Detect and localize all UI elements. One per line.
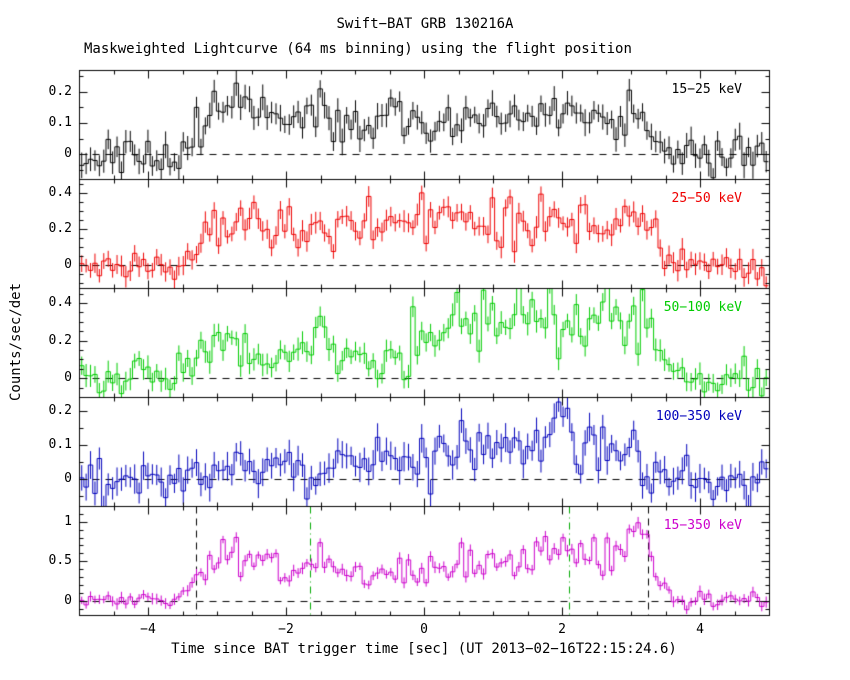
plot-subtitle: Maskweighted Lightcurve (64 ms binning) … — [84, 41, 632, 57]
x-axis-label: Time since BAT trigger time [sec] (UT 20… — [171, 641, 677, 657]
y-tick-label: 0.2 — [48, 402, 72, 418]
x-tick-label: 2 — [558, 622, 566, 637]
y-tick-label: 0.2 — [48, 221, 72, 237]
series-label-15-350-kev: 15−350 keV — [663, 518, 742, 533]
y-tick-label: 0 — [64, 146, 72, 162]
y-tick-label: 1 — [64, 513, 72, 529]
plot-title: Swift−BAT GRB 130216A — [336, 16, 514, 32]
y-tick-label: 0.5 — [48, 553, 72, 569]
y-tick-label: 0 — [64, 592, 72, 608]
y-tick-label: 0.4 — [48, 295, 72, 311]
y-tick-label: 0.4 — [48, 185, 72, 201]
y-tick-label: 0 — [64, 470, 72, 486]
y-tick-label: 0 — [64, 370, 72, 386]
series-label-25-50-kev: 25−50 keV — [671, 191, 742, 206]
y-tick-label: 0.2 — [48, 83, 72, 99]
x-tick-label: 4 — [696, 622, 704, 637]
series-label-100-350-kev: 100−350 keV — [655, 409, 742, 424]
y-tick-label: 0.1 — [48, 114, 72, 130]
x-tick-label: −2 — [278, 622, 294, 637]
series-label-15-25-kev: 15−25 keV — [671, 82, 742, 97]
y-tick-label: 0.2 — [48, 332, 72, 348]
y-tick-label: 0 — [64, 256, 72, 272]
series-label-50-100-kev: 50−100 keV — [663, 300, 742, 315]
x-tick-label: −4 — [140, 622, 156, 637]
x-tick-label: 0 — [420, 622, 428, 637]
y-tick-label: 0.1 — [48, 436, 72, 452]
